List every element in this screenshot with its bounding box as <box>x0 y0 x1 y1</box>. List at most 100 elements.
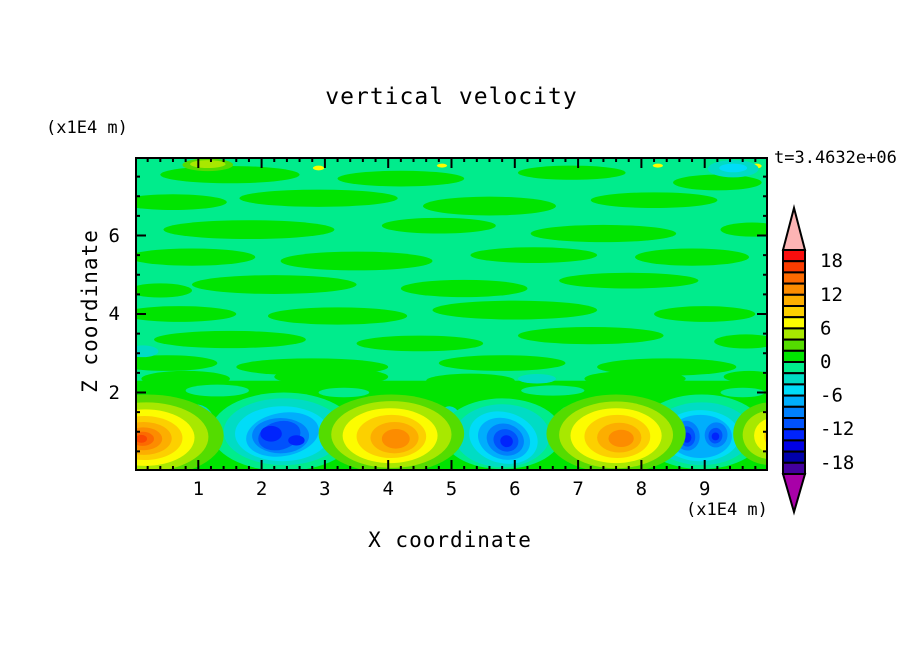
contour-blob <box>517 374 556 384</box>
colorbar-tick-label: -12 <box>820 418 854 440</box>
contour-blob <box>356 335 484 352</box>
y-tick-label: 4 <box>108 303 120 325</box>
x-tick-label: 3 <box>319 478 331 500</box>
x-tick-label: 1 <box>192 478 205 500</box>
colorbar-segment <box>782 293 806 308</box>
contour-blob <box>135 434 148 443</box>
y-axis-unit-label: (x1E4 m) <box>46 118 128 138</box>
x-axis-title: X coordinate <box>368 528 532 552</box>
contour-blob <box>517 326 664 345</box>
contour-blob <box>260 425 282 442</box>
colorbar-segment <box>782 372 806 386</box>
contour-blob <box>432 300 598 320</box>
contour-blob <box>135 248 256 266</box>
contour-blob <box>436 163 448 168</box>
contour-blob <box>720 387 765 398</box>
colorbar-segment <box>782 383 806 397</box>
contour-blob <box>280 251 433 271</box>
contour-blob <box>400 279 528 298</box>
chart-title: vertical velocity <box>325 84 578 110</box>
contour-blob <box>191 275 357 294</box>
contour-blob <box>590 192 718 209</box>
contour-blob <box>584 370 686 387</box>
contour-blob <box>530 224 677 243</box>
contour-blob <box>267 307 408 325</box>
contour-blob <box>521 385 585 396</box>
contour-blob <box>438 355 566 371</box>
contour-blob <box>426 373 515 388</box>
x-tick-label: 8 <box>635 478 648 500</box>
contour-blob <box>714 334 768 349</box>
contour-blob <box>754 418 768 453</box>
colorbar-segment <box>782 361 806 375</box>
contour-blob <box>652 163 663 168</box>
contour-blob <box>135 306 237 322</box>
contour-blob <box>239 189 398 207</box>
contour-blob <box>381 217 496 234</box>
colorbar-segment <box>782 249 806 263</box>
contour-blob <box>163 220 335 240</box>
y-tick-label: 6 <box>108 224 120 247</box>
colorbar-under-arrow <box>781 473 807 516</box>
colorbar-segment <box>782 349 806 364</box>
contour-blob <box>711 432 720 441</box>
time-annotation: t=3.4632e+06 <box>774 148 897 168</box>
y-axis-title: Z coordinate <box>78 229 102 393</box>
colorbar-segment <box>782 305 806 319</box>
contour-blob <box>654 306 756 322</box>
contour-blob <box>185 384 249 397</box>
colorbar: 18 12 6 0 -6 -12 -18 <box>781 204 854 516</box>
colorbar-segment <box>782 405 806 420</box>
contour-blob <box>337 170 465 187</box>
colorbar-segment <box>782 338 806 352</box>
contour-blob <box>470 247 598 263</box>
contour-blob <box>141 370 230 387</box>
contour-blob <box>635 248 750 266</box>
x-tick-label: 2 <box>255 478 268 500</box>
colorbar-segment <box>782 428 806 442</box>
contour-blob <box>381 429 410 449</box>
colorbar-segment <box>782 282 806 296</box>
colorbar-segment <box>782 271 806 285</box>
colorbar-segment <box>782 260 806 274</box>
contour-blob <box>719 163 748 173</box>
contour-blob <box>190 160 226 168</box>
colorbar-segment <box>782 316 806 330</box>
colorbar-tick-label: 12 <box>820 284 843 306</box>
contour-blob <box>720 222 768 237</box>
x-tick-label: 6 <box>509 478 521 500</box>
contour-blob <box>608 429 634 448</box>
plot-border <box>135 157 768 471</box>
plot-area <box>135 157 768 471</box>
colorbar-tick-label: 0 <box>820 351 831 373</box>
contour-blob <box>312 165 325 171</box>
colorbar-segment <box>782 461 806 475</box>
x-tick-label: 7 <box>572 478 584 500</box>
colorbar-segment <box>782 327 806 341</box>
colorbar-segment <box>782 394 806 408</box>
y-tick-label: 2 <box>108 381 120 404</box>
contour-blob <box>517 165 626 180</box>
x-axis-unit-label: (x1E4 m) <box>686 500 768 520</box>
contour-blob <box>318 387 370 398</box>
colorbar-segment <box>782 417 806 431</box>
colorbar-tick-label: -6 <box>820 385 843 407</box>
colorbar-segment <box>782 450 806 464</box>
contour-blob <box>423 196 556 216</box>
contour-blob <box>559 272 699 289</box>
x-tick-label: 5 <box>445 478 458 500</box>
contour-blob <box>274 368 389 386</box>
colorbar-tick-label: 18 <box>820 250 843 272</box>
contour-blob <box>500 435 513 448</box>
contour-blob <box>153 330 306 349</box>
contour-blob <box>135 194 227 210</box>
plot-field-svg <box>135 157 768 471</box>
x-tick-label: 4 <box>382 478 394 500</box>
colorbar-tick-label: 6 <box>820 317 831 339</box>
colorbar-tick-label: -18 <box>820 452 854 474</box>
contour-blob <box>673 174 762 191</box>
contour-blob <box>288 435 305 446</box>
contour-blob <box>723 370 768 383</box>
contour-blob <box>160 166 300 184</box>
